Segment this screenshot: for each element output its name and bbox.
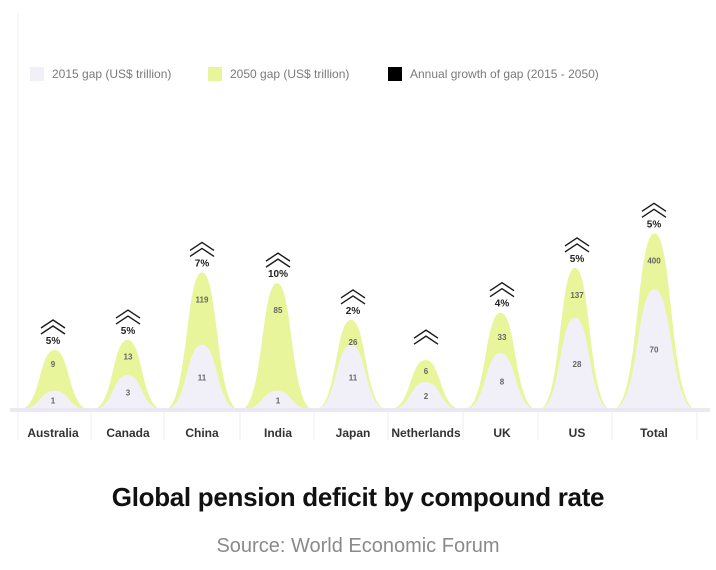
growth-rate-label: 7% bbox=[195, 258, 210, 269]
value-label-2015: 8 bbox=[500, 378, 505, 387]
growth-chevron-icon bbox=[115, 315, 141, 325]
growth-rate-label: 10% bbox=[268, 269, 288, 280]
value-label-2050: 13 bbox=[124, 353, 133, 362]
growth-chevron-icon bbox=[189, 247, 215, 258]
value-label-2050: 400 bbox=[647, 256, 661, 265]
legend-label: 2050 gap (US$ trillion) bbox=[230, 67, 349, 81]
growth-chevron-icon bbox=[340, 289, 366, 299]
category-label: Canada bbox=[106, 426, 150, 440]
category-label: Australia bbox=[27, 426, 79, 440]
value-label-2015: 11 bbox=[349, 373, 358, 382]
area-2015-japan bbox=[314, 344, 388, 410]
legend-swatch bbox=[208, 67, 222, 81]
category-label: Netherlands bbox=[391, 426, 461, 440]
value-label-2015: 1 bbox=[51, 396, 56, 405]
category-label: India bbox=[264, 426, 292, 440]
area-2015-total bbox=[612, 289, 697, 410]
chart: Australia915%Canada1335%China119117%Indi… bbox=[10, 14, 710, 440]
value-label-2050: 85 bbox=[274, 306, 283, 315]
value-label-2015: 11 bbox=[198, 373, 207, 382]
category-label: Japan bbox=[336, 426, 371, 440]
legend-label: 2015 gap (US$ trillion) bbox=[52, 67, 171, 81]
growth-rate-label: 5% bbox=[121, 326, 136, 337]
growth-chevron-icon bbox=[413, 335, 439, 345]
area-2015-canada bbox=[91, 374, 164, 410]
growth-rate-label: 5% bbox=[570, 254, 585, 265]
growth-chevron-icon bbox=[564, 243, 590, 253]
value-label-2050: 9 bbox=[51, 360, 56, 369]
growth-chevron-icon bbox=[641, 208, 667, 218]
growth-chevron-icon bbox=[564, 237, 590, 247]
legend-swatch bbox=[388, 67, 402, 81]
legend-swatch bbox=[30, 67, 44, 81]
growth-chevron-icon bbox=[115, 309, 141, 319]
growth-rate-label: 5% bbox=[46, 336, 61, 347]
value-label-2050: 26 bbox=[349, 338, 358, 347]
area-2015-uk bbox=[463, 353, 538, 410]
category-label: China bbox=[185, 426, 219, 440]
growth-rate-label: 5% bbox=[647, 219, 662, 230]
area-2015-us bbox=[538, 317, 612, 410]
value-label-2050: 33 bbox=[498, 333, 507, 342]
area-2050-india bbox=[240, 283, 314, 410]
baseline bbox=[10, 408, 710, 412]
growth-chevron-icon bbox=[413, 329, 439, 339]
area-2015-china bbox=[164, 344, 240, 410]
category-label: US bbox=[569, 426, 586, 440]
growth-chevron-icon bbox=[489, 287, 515, 298]
chart-source: Source: World Economic Forum bbox=[216, 535, 500, 557]
value-label-2050: 119 bbox=[196, 295, 209, 304]
value-label-2015: 3 bbox=[126, 388, 131, 397]
value-label-2015: 70 bbox=[650, 346, 659, 355]
chart-title: Global pension deficit by compound rate bbox=[111, 482, 605, 512]
growth-rate-label: 2% bbox=[346, 306, 361, 317]
growth-chevron-icon bbox=[189, 241, 215, 252]
growth-chevron-icon bbox=[40, 319, 66, 329]
growth-chevron-icon bbox=[40, 325, 66, 335]
area-2050-china bbox=[164, 272, 240, 410]
value-label-2015: 2 bbox=[424, 392, 429, 401]
growth-chevron-icon bbox=[641, 202, 667, 212]
growth-chevron-icon bbox=[340, 295, 366, 305]
area-2050-australia bbox=[18, 349, 91, 410]
value-label-2015: 1 bbox=[276, 396, 281, 405]
growth-chevron-icon bbox=[489, 281, 515, 292]
category-label: Total bbox=[640, 426, 668, 440]
value-label-2015: 28 bbox=[573, 360, 582, 369]
growth-rate-label: 4% bbox=[495, 299, 510, 310]
value-label-2050: 137 bbox=[570, 291, 584, 300]
value-label-2050: 6 bbox=[424, 367, 429, 376]
area-2015-australia bbox=[18, 390, 91, 410]
category-label: UK bbox=[493, 426, 511, 440]
growth-chevron-icon bbox=[265, 252, 291, 262]
area-2015-india bbox=[240, 390, 314, 410]
legend-label: Annual growth of gap (2015 - 2050) bbox=[410, 67, 599, 81]
area-2015-netherlands bbox=[388, 381, 463, 410]
growth-chevron-icon bbox=[265, 258, 291, 268]
